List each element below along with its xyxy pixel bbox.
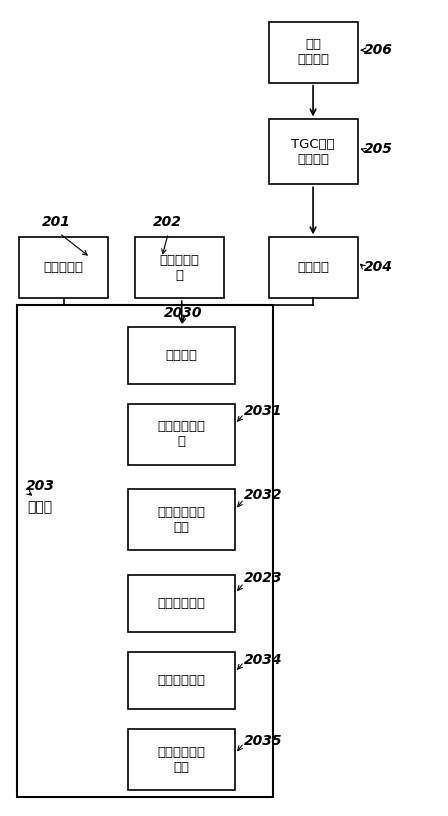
Text: 2030: 2030	[164, 306, 202, 320]
Text: 204: 204	[364, 259, 393, 274]
Text: 201: 201	[42, 215, 70, 229]
Text: 初始化单元: 初始化单元	[44, 261, 84, 274]
Text: TGC自动
优化单元: TGC自动 优化单元	[291, 138, 335, 166]
Text: 203: 203	[26, 479, 55, 494]
FancyBboxPatch shape	[128, 326, 235, 384]
Text: 202: 202	[153, 215, 181, 229]
FancyBboxPatch shape	[128, 490, 235, 550]
FancyBboxPatch shape	[268, 237, 358, 298]
Text: 高对比度模式: 高对比度模式	[158, 596, 206, 610]
FancyBboxPatch shape	[268, 119, 358, 184]
Text: 高持续时间模
式: 高持续时间模 式	[158, 420, 206, 449]
FancyBboxPatch shape	[128, 652, 235, 709]
Text: 通用模式: 通用模式	[166, 348, 198, 361]
Text: 2031: 2031	[244, 404, 283, 418]
Text: 205: 205	[364, 142, 393, 156]
Text: 模式组: 模式组	[27, 499, 52, 514]
Text: 2023: 2023	[244, 571, 283, 585]
FancyBboxPatch shape	[17, 304, 273, 796]
FancyBboxPatch shape	[268, 22, 358, 82]
Text: 2032: 2032	[244, 487, 283, 502]
FancyBboxPatch shape	[128, 404, 235, 465]
Text: 高穿透力模式: 高穿透力模式	[158, 674, 206, 687]
Text: 高空间分辨率
模式: 高空间分辨率 模式	[158, 746, 206, 774]
Text: 206: 206	[364, 42, 393, 56]
Text: 2034: 2034	[244, 653, 283, 667]
Text: 高时间分辨率
模式: 高时间分辨率 模式	[158, 506, 206, 534]
FancyBboxPatch shape	[128, 730, 235, 790]
FancyBboxPatch shape	[135, 237, 224, 298]
FancyBboxPatch shape	[19, 237, 108, 298]
Text: 2035: 2035	[244, 734, 283, 748]
Text: 配置单元: 配置单元	[297, 261, 329, 274]
Text: 选择提示单
元: 选择提示单 元	[159, 254, 199, 282]
Text: 手动
调节单元: 手动 调节单元	[297, 38, 329, 66]
FancyBboxPatch shape	[128, 574, 235, 632]
